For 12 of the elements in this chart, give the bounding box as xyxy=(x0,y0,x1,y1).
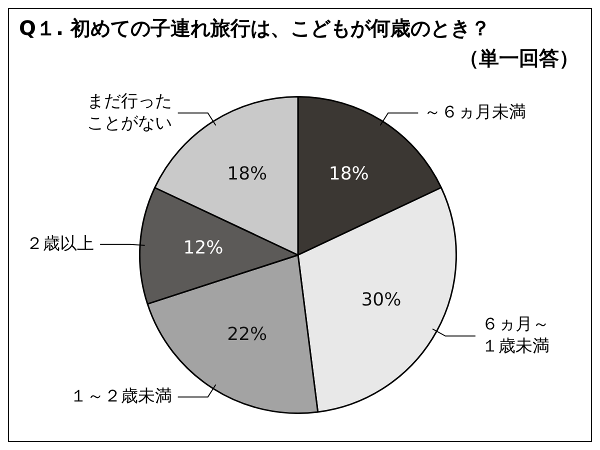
data-label: 12% xyxy=(183,238,224,259)
slice-label: ６ヵ月～１歳未満 xyxy=(481,314,550,356)
chart-subtitle: （単一回答） xyxy=(459,45,579,72)
data-label: 30% xyxy=(361,289,402,310)
slice-label: ～６ヵ月未満 xyxy=(424,102,526,122)
data-label: 22% xyxy=(227,324,268,345)
data-label: 18% xyxy=(227,164,268,185)
slice-label: ２歳以上 xyxy=(26,234,94,254)
slice-label: １～２歳未満 xyxy=(70,386,172,406)
data-label: 18% xyxy=(328,164,369,185)
slice-label: まだ行ったことがない xyxy=(86,91,172,134)
chart-title: Q１. 初めての子連れ旅行は、こどもが何歳のとき？ xyxy=(19,15,491,42)
